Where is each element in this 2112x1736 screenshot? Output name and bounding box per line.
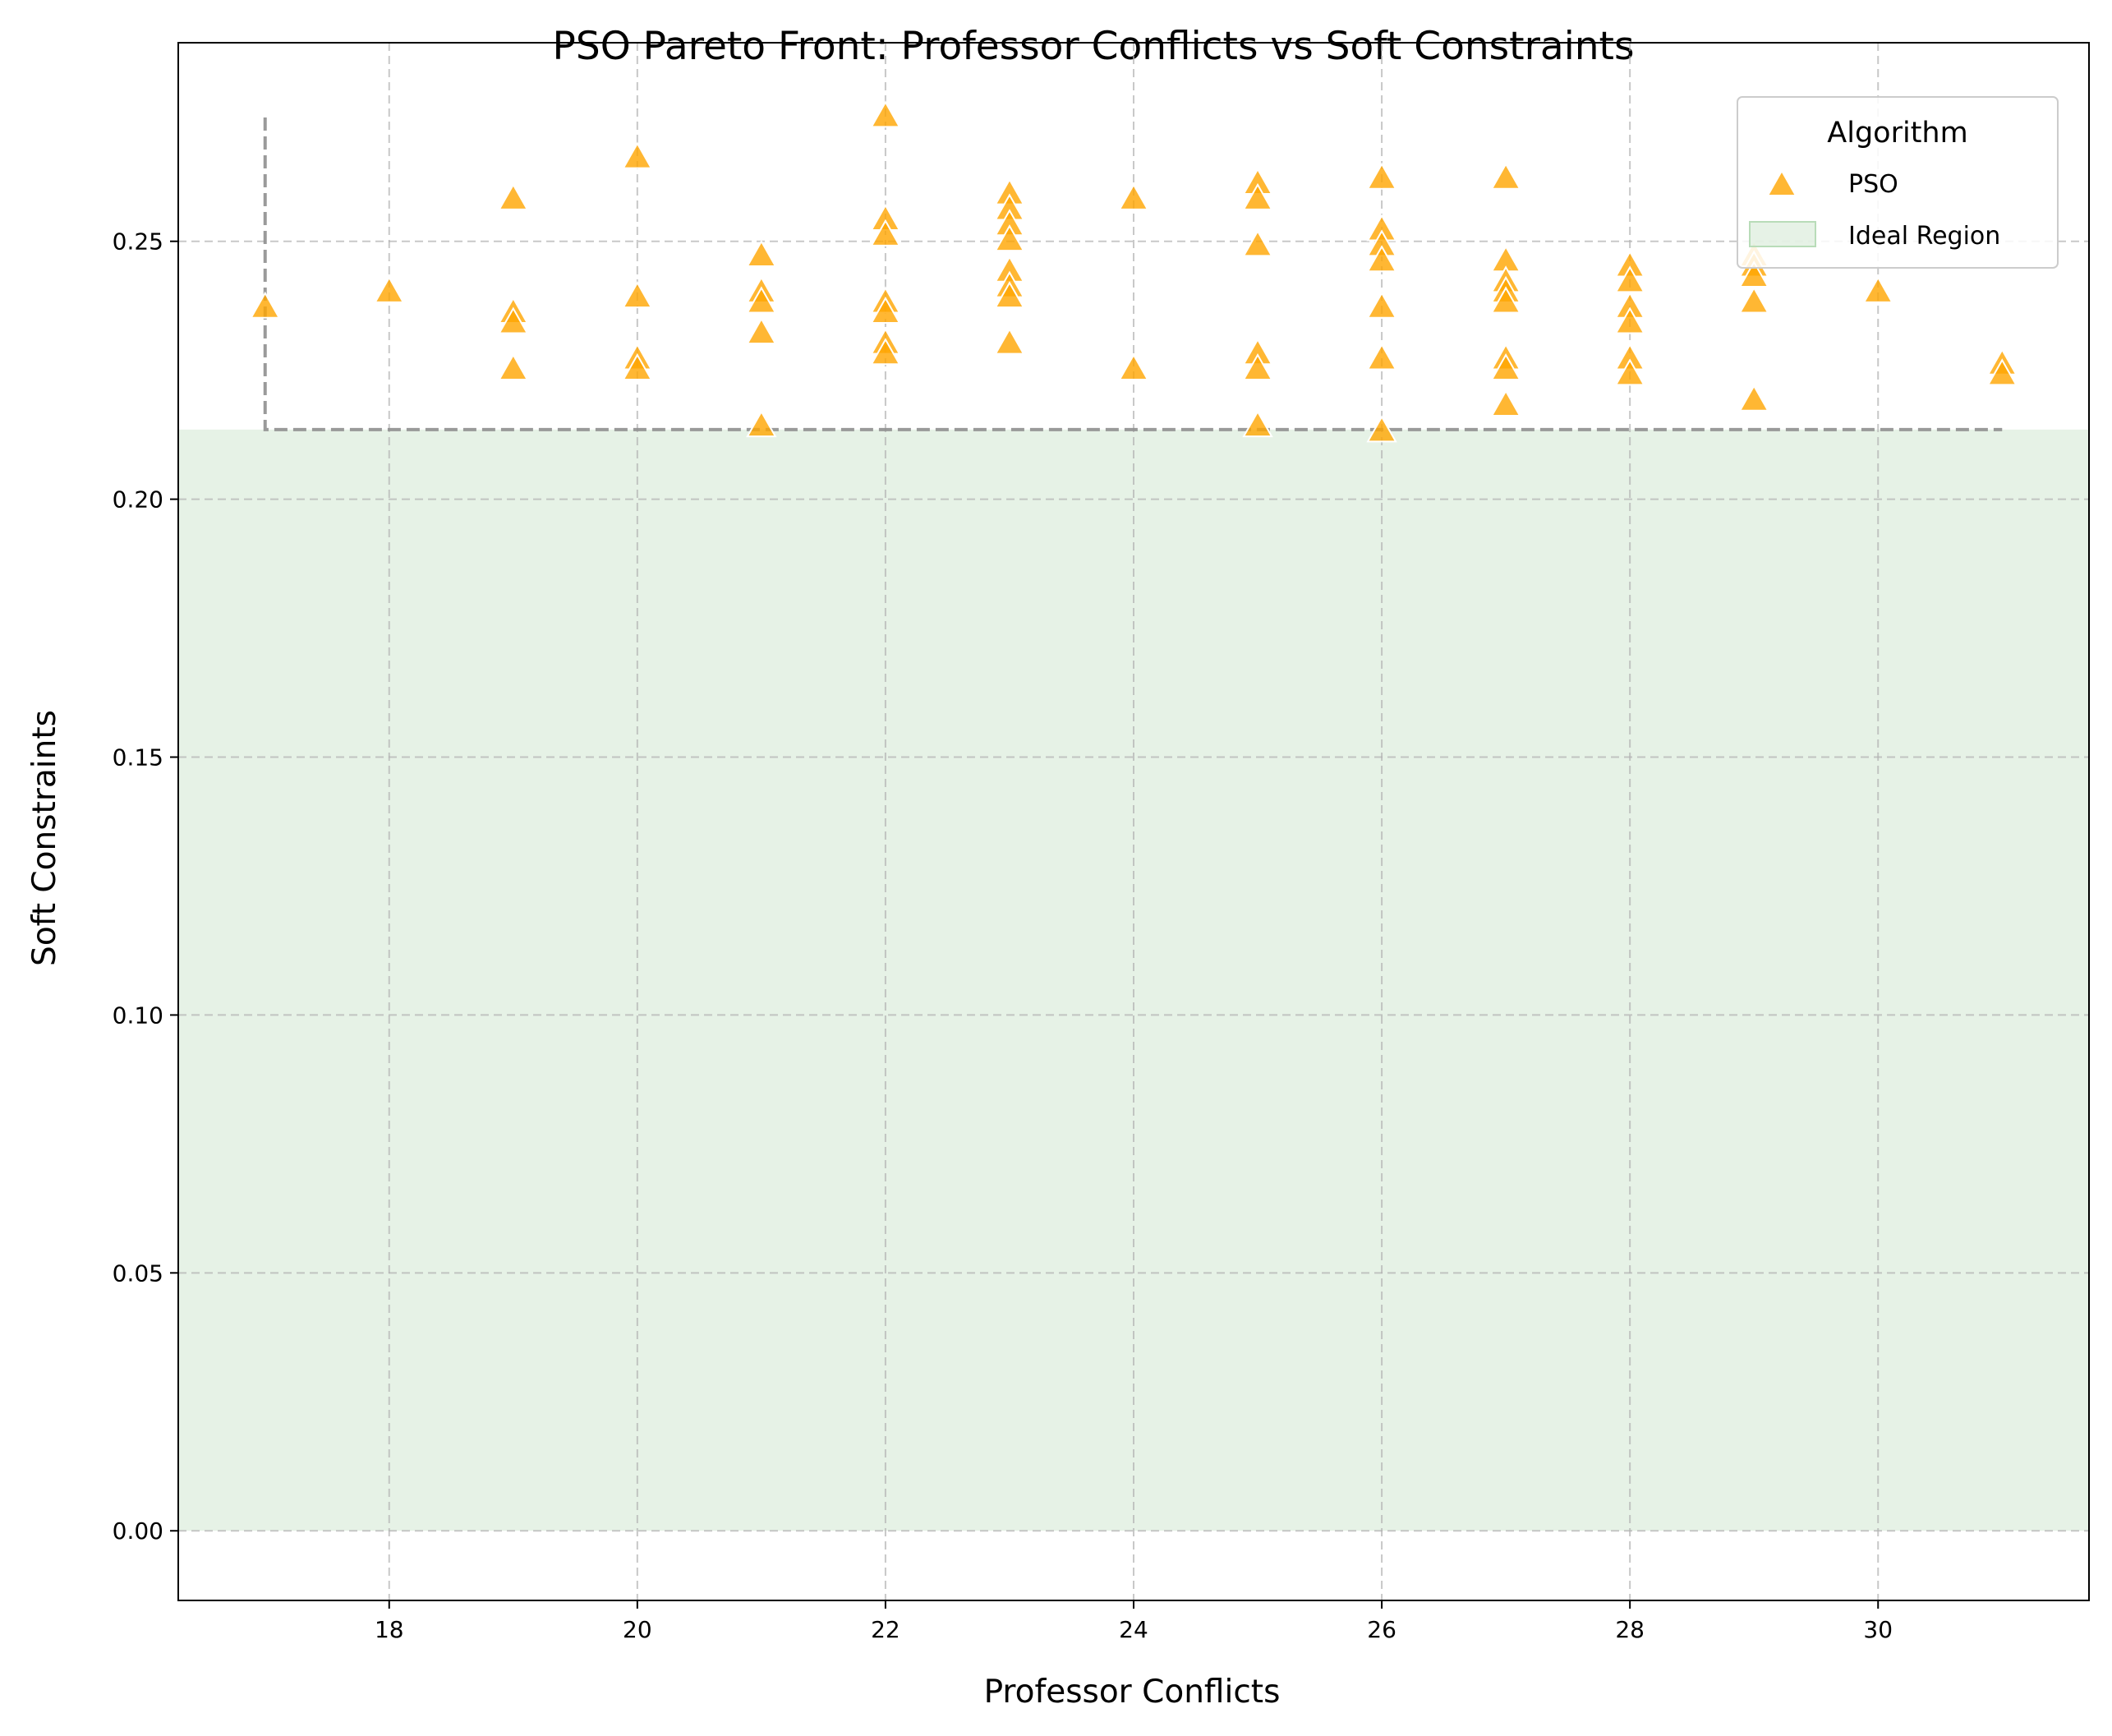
legend: Algorithm PSO Ideal Region	[1737, 96, 2059, 269]
data-point	[746, 239, 777, 267]
data-point	[1242, 353, 1273, 381]
x-tick-label: 30	[1863, 1616, 1893, 1643]
data-point	[1738, 384, 1769, 412]
data-point	[1118, 353, 1149, 381]
x-tick-label: 26	[1367, 1616, 1396, 1643]
x-tick-label: 22	[871, 1616, 900, 1643]
scatter-points	[250, 100, 2018, 443]
data-point	[1490, 286, 1521, 314]
data-point	[1614, 306, 1645, 334]
data-point	[1862, 275, 1893, 303]
legend-label-pso: PSO	[1848, 170, 1898, 199]
y-axis-ticks: 0.00 0.05 0.10 0.15 0.20 0.25	[113, 228, 178, 1545]
data-point	[746, 286, 777, 314]
x-tick-label: 18	[375, 1616, 404, 1643]
data-point	[1242, 229, 1273, 257]
data-point	[870, 338, 901, 366]
data-point	[1738, 286, 1769, 314]
data-point	[1490, 353, 1521, 381]
data-point	[622, 353, 653, 381]
data-point	[870, 100, 901, 128]
legend-box	[1737, 96, 2059, 269]
data-point	[1242, 182, 1273, 210]
data-point	[1366, 415, 1397, 443]
data-point	[994, 327, 1025, 355]
data-point	[1242, 410, 1273, 438]
data-point	[374, 275, 405, 303]
legend-title: Algorithm	[1827, 117, 1967, 150]
grid-lines	[178, 43, 2089, 1600]
legend-label-ideal-region: Ideal Region	[1848, 222, 2000, 251]
x-axis-label: Professor Conflicts	[984, 1674, 1281, 1711]
plot-area	[177, 42, 2090, 1601]
y-tick-label: 0.20	[113, 486, 163, 513]
data-point	[870, 296, 901, 325]
y-tick-label: 0.05	[113, 1259, 163, 1287]
x-axis-ticks: 18 20 22 24 26 28 30	[375, 1600, 1893, 1643]
data-point	[994, 281, 1025, 309]
x-tick-label: 24	[1119, 1616, 1148, 1643]
data-point	[622, 141, 653, 169]
data-point	[1366, 291, 1397, 319]
y-axis-label: Soft Constraints	[26, 710, 63, 966]
data-point	[746, 317, 777, 345]
data-point	[250, 291, 281, 319]
legend-marker-pso	[1766, 168, 1797, 196]
y-tick-label: 0.15	[113, 744, 163, 771]
x-tick-label: 28	[1615, 1616, 1645, 1643]
data-point	[1490, 389, 1521, 417]
data-point	[1366, 343, 1397, 371]
data-point	[870, 219, 901, 246]
legend-swatch-ideal-region	[1749, 221, 1816, 247]
chart-title: PSO Pareto Front: Professor Conflicts vs…	[553, 24, 1635, 69]
x-tick-label: 20	[623, 1616, 652, 1643]
data-point	[498, 182, 529, 210]
y-tick-label: 0.10	[113, 1002, 163, 1029]
data-point	[1118, 182, 1149, 210]
data-point	[622, 281, 653, 309]
data-point	[1614, 358, 1645, 386]
pareto-boundary-line	[263, 117, 2003, 431]
data-point	[1490, 162, 1521, 190]
data-point	[498, 306, 529, 334]
data-point	[1986, 358, 2018, 386]
data-point	[1366, 245, 1397, 273]
data-point	[994, 224, 1025, 252]
data-point	[746, 410, 777, 438]
data-point	[498, 353, 529, 381]
y-tick-label: 0.25	[113, 228, 163, 256]
data-point	[1366, 162, 1397, 190]
y-tick-label: 0.00	[113, 1517, 163, 1545]
